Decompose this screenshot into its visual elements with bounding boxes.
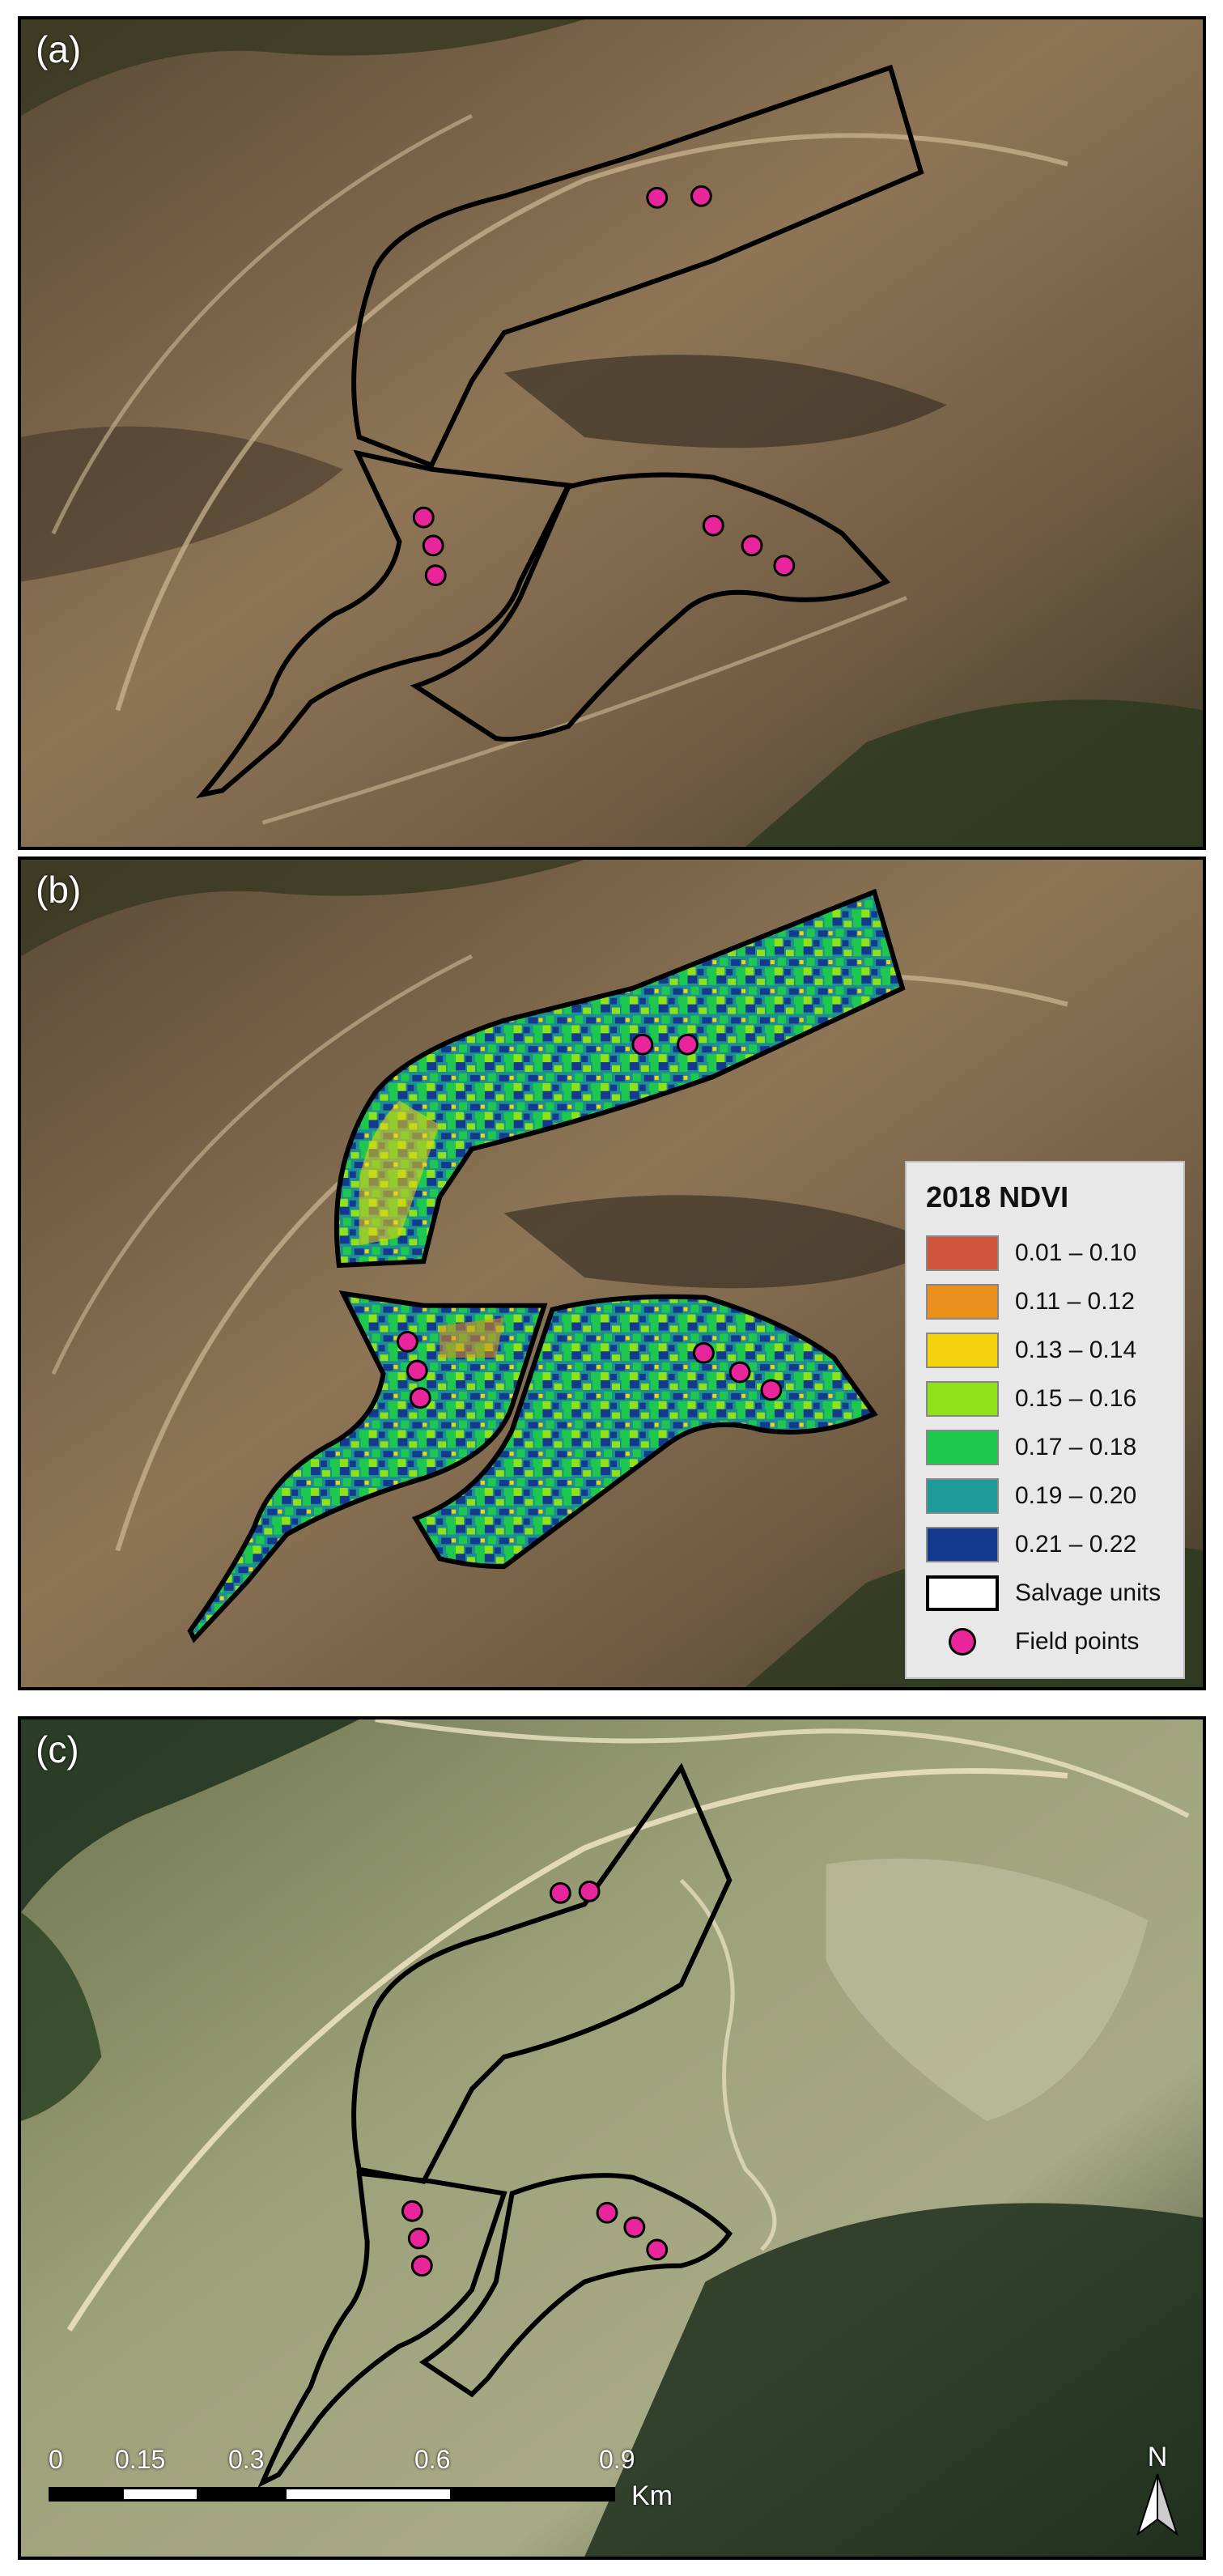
field-point-icon [949,1628,976,1656]
field-point [728,1361,751,1384]
field-point [631,1033,654,1056]
legend-class-label: 0.11 – 0.12 [1015,1288,1135,1315]
legend-class-label: 0.17 – 0.18 [1015,1434,1137,1460]
north-arrow-icon [1136,2473,1178,2536]
field-point [409,1387,431,1409]
scale-unit-label: Km [631,2480,673,2511]
legend-swatch [926,1430,999,1465]
scale-tick-label: 0 [49,2445,63,2474]
field-points-c [401,1880,669,2277]
field-point [424,564,447,587]
legend-field-points-label: Field points [1015,1628,1140,1655]
scale-tick-label: 0.15 [115,2445,166,2474]
scale-segment [51,2489,125,2499]
legend-class-label: 0.13 – 0.14 [1015,1337,1137,1363]
field-point [422,534,444,557]
field-point [741,534,763,557]
field-point [401,2200,423,2222]
scale-bar: 0 0.15 0.3 0.6 0.9 Km [49,2445,673,2526]
aerial-imagery-a [21,19,1203,847]
legend-swatch [926,1381,999,1417]
field-point [760,1379,783,1401]
field-point [623,2216,646,2238]
scale-tick-label: 0.6 [414,2445,451,2474]
scale-segment [124,2489,197,2499]
field-point [412,506,435,529]
legend-class-label: 0.21 – 0.22 [1015,1531,1137,1558]
panel-label-b: (b) [36,869,82,911]
legend-class-label: 0.01 – 0.10 [1015,1239,1137,1266]
legend-class-label: 0.15 – 0.16 [1015,1385,1137,1412]
legend-salvage-units: Salvage units [926,1569,1164,1617]
map-panel-a: (a) [18,16,1206,850]
field-point [410,2255,433,2277]
field-point [578,1880,601,1902]
salvage-unit-swatch [926,1575,999,1611]
legend-class-label: 0.19 – 0.20 [1015,1482,1137,1509]
field-point [596,2201,618,2224]
field-point [677,1033,699,1056]
legend-class: 0.21 – 0.22 [926,1520,1164,1569]
legend-swatch [926,1235,999,1271]
legend-class: 0.11 – 0.12 [926,1277,1164,1326]
north-label: N [1147,2442,1168,2472]
scale-tick-label: 0.3 [228,2445,265,2474]
field-point [549,1881,571,1904]
field-point [646,186,669,209]
scale-tick-label: 0.9 [599,2445,635,2474]
scale-segment [449,2489,613,2499]
scale-segment [197,2489,287,2499]
legend-swatch [926,1284,999,1320]
legend-class: 0.01 – 0.10 [926,1229,1164,1277]
legend-class: 0.19 – 0.20 [926,1472,1164,1520]
field-points-b [396,1033,783,1409]
legend-class: 0.15 – 0.16 [926,1375,1164,1423]
field-point [773,555,796,577]
map-panel-c: (c) 0 0.15 0.3 0.6 0.9 Km N [18,1716,1206,2560]
field-point [646,2238,669,2261]
panel-label-c: (c) [36,1728,79,1770]
field-point [406,1359,428,1382]
legend-class: 0.17 – 0.18 [926,1423,1164,1472]
map-panel-b: (b) 2018 NDVI 0.01 – 0.10 0.11 – 0.12 0.… [18,857,1206,1690]
field-point [692,1341,715,1364]
map-legend: 2018 NDVI 0.01 – 0.10 0.11 – 0.12 0.13 –… [905,1161,1185,1679]
field-point [396,1330,418,1353]
field-points-a [412,185,796,587]
legend-title: 2018 NDVI [926,1180,1069,1214]
scale-segment [287,2489,450,2499]
field-point [702,514,724,537]
legend-swatch [926,1333,999,1368]
legend-field-points: Field points [926,1617,1164,1666]
salvage-units-c [257,1762,733,2489]
aerial-imagery-c [21,1719,1203,2557]
salvage-units-b [187,888,906,1643]
panel-label-a: (a) [36,28,82,70]
legend-swatch [926,1527,999,1562]
legend-salvage-units-label: Salvage units [1015,1579,1161,1606]
legend-class: 0.13 – 0.14 [926,1326,1164,1375]
north-arrow: N [1132,2442,1183,2537]
field-point [407,2227,430,2250]
field-point [690,185,712,207]
scale-bar-segments [49,2487,615,2502]
salvage-units-a [195,64,924,799]
legend-swatch [926,1478,999,1514]
